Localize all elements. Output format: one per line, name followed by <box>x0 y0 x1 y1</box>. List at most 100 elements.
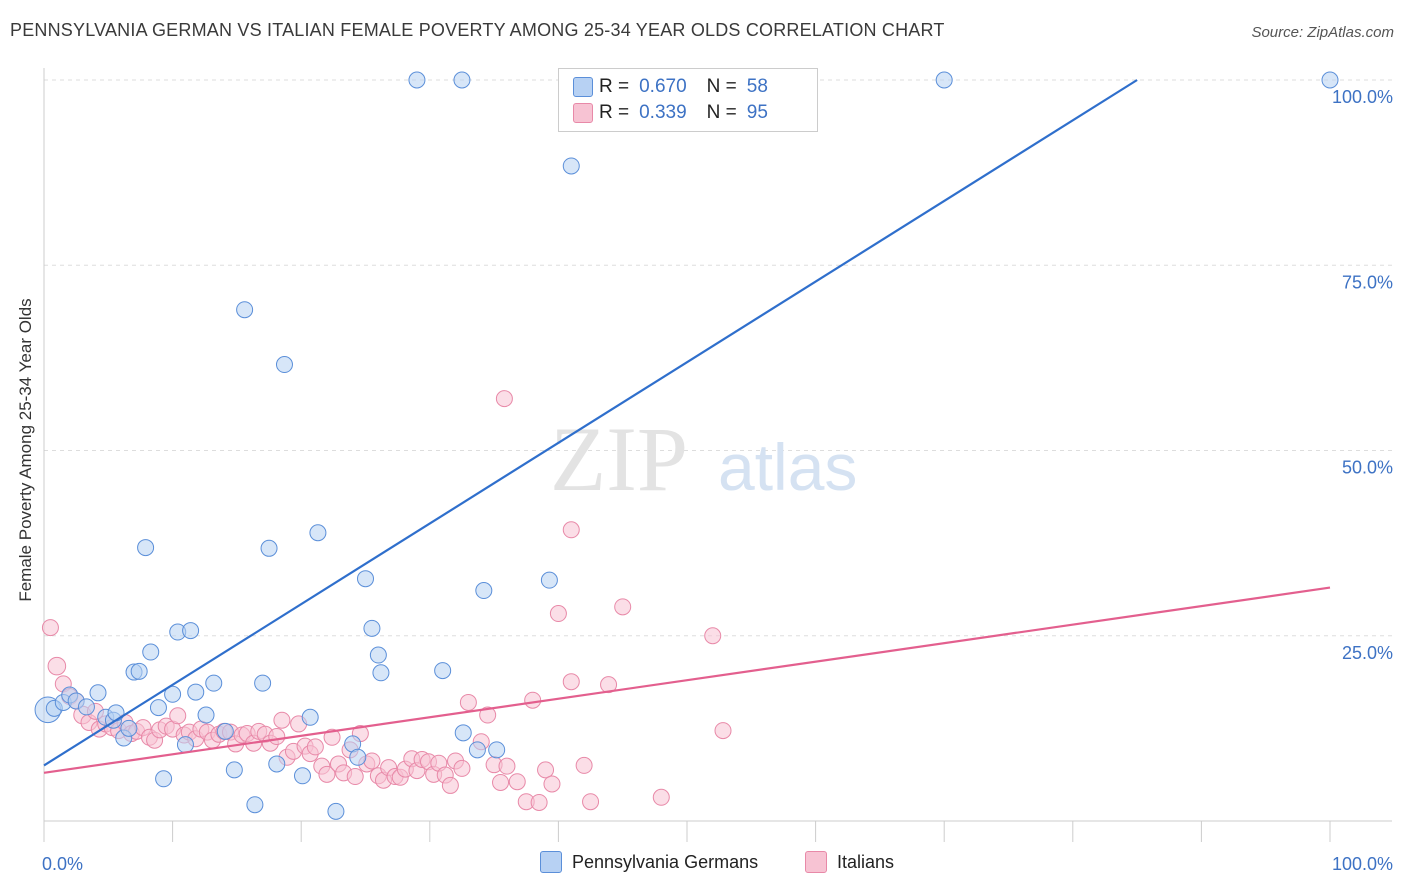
y-tick-label: 25.0% <box>1342 643 1393 663</box>
grid-layer <box>44 79 1392 637</box>
point-italians <box>530 793 548 811</box>
y-axis-label: Female Poverty Among 25-34 Year Olds <box>16 298 35 602</box>
point-pennsylvania-germans <box>197 706 215 724</box>
point-pennsylvania-germans <box>260 539 278 557</box>
point-pennsylvania-germans <box>369 646 387 664</box>
watermark-atlas: atlas <box>718 430 857 504</box>
point-italians <box>306 738 324 756</box>
point-italians <box>363 752 381 770</box>
point-italians <box>600 676 618 694</box>
point-pennsylvania-germans <box>89 684 107 702</box>
legend-n-value: 95 <box>746 102 768 123</box>
point-italians <box>453 759 471 777</box>
point-pennsylvania-germans <box>301 708 319 726</box>
bottom-legend: Pennsylvania Germans Italians <box>0 851 1406 877</box>
point-italians <box>41 619 59 637</box>
legend-r-value: 0.670 <box>639 76 687 97</box>
legend-r-label: R = <box>599 76 630 97</box>
point-italians <box>652 788 670 806</box>
legend-swatch-blue <box>573 77 593 97</box>
legend-n-label: N = <box>706 102 737 123</box>
point-pennsylvania-germans <box>349 748 367 766</box>
x-tick-label: 100.0% <box>1332 854 1393 874</box>
point-pennsylvania-germans <box>155 770 173 788</box>
point-italians <box>524 691 542 709</box>
point-italians <box>492 773 510 791</box>
point-italians <box>549 605 567 623</box>
point-pennsylvania-germans <box>149 699 167 717</box>
legend-row-pennsylvania-germans: R = 0.670 N = 58 <box>573 74 768 100</box>
point-pennsylvania-germans <box>275 356 293 374</box>
point-pennsylvania-germans <box>216 722 234 740</box>
bottom-legend-label: Pennsylvania Germans <box>572 851 759 872</box>
point-pennsylvania-germans <box>363 619 381 637</box>
point-italians <box>582 793 600 811</box>
point-italians <box>714 722 732 740</box>
point-pennsylvania-germans <box>182 622 200 640</box>
legend-r-label: R = <box>599 102 630 123</box>
point-italians <box>441 776 459 794</box>
point-italians <box>614 598 632 616</box>
point-italians <box>47 656 67 676</box>
point-italians <box>479 706 497 724</box>
x-tick-label: 0.0% <box>42 854 83 874</box>
point-pennsylvania-germans <box>309 524 327 542</box>
bottom-legend-label: Italians <box>837 851 895 872</box>
trend-layer <box>43 79 1331 774</box>
point-pennsylvania-germans <box>107 704 125 722</box>
bottom-legend-italians: Italians <box>805 851 894 873</box>
point-italians <box>562 521 580 539</box>
point-italians <box>498 757 516 775</box>
legend-n-value: 58 <box>746 76 768 97</box>
point-italians <box>346 768 364 786</box>
point-italians <box>508 773 526 791</box>
point-pennsylvania-germans <box>293 767 311 785</box>
legend-row-italians: R = 0.339 N = 95 <box>573 100 768 126</box>
legend: R = 0.670 N = 58 R = 0.339 N = 95 <box>558 68 818 132</box>
point-pennsylvania-germans <box>268 755 286 773</box>
point-pennsylvania-germans <box>453 71 471 89</box>
point-italians <box>169 707 187 725</box>
tick-labels: 25.0% 50.0% 75.0% 100.0% 0.0% 100.0% <box>42 87 1393 874</box>
watermark: ZIP atlas <box>550 408 857 510</box>
point-pennsylvania-germans <box>372 664 390 682</box>
point-pennsylvania-germans <box>120 719 138 737</box>
legend-swatch-pink <box>573 103 593 123</box>
point-pennsylvania-germans <box>562 157 580 175</box>
point-italians <box>537 761 555 779</box>
point-italians <box>575 756 593 774</box>
point-italians <box>562 673 580 691</box>
point-pennsylvania-germans <box>236 301 254 319</box>
bottom-legend-swatch-blue <box>540 851 562 873</box>
point-pennsylvania-germans <box>475 582 493 600</box>
axis-layer <box>43 68 1392 842</box>
source-label: Source: ZipAtlas.com <box>1251 24 1394 41</box>
point-pennsylvania-germans <box>205 674 223 692</box>
y-axis-label-container: Female Poverty Among 25-34 Year Olds <box>6 150 46 750</box>
chart-title: PENNSYLVANIA GERMAN VS ITALIAN FEMALE PO… <box>10 20 945 40</box>
y-tick-label: 100.0% <box>1332 87 1393 107</box>
point-pennsylvania-germans <box>130 662 148 680</box>
point-pennsylvania-germans <box>225 761 243 779</box>
point-italians <box>459 693 477 711</box>
point-pennsylvania-germans <box>540 571 558 589</box>
point-italians <box>495 390 513 408</box>
point-pennsylvania-germans <box>434 662 452 680</box>
point-pennsylvania-germans <box>327 802 345 820</box>
point-pennsylvania-germans <box>454 724 472 742</box>
trend-line-pennsylvania-germans <box>43 79 1138 767</box>
point-pennsylvania-germans <box>77 698 95 716</box>
point-pennsylvania-germans <box>137 539 155 557</box>
point-italians <box>318 765 336 783</box>
trend-line-italians <box>43 586 1331 774</box>
point-italians <box>268 728 286 746</box>
point-pennsylvania-germans <box>408 71 426 89</box>
point-pennsylvania-germans <box>164 685 182 703</box>
point-pennsylvania-germans <box>935 71 953 89</box>
point-pennsylvania-germans <box>357 570 374 588</box>
bottom-legend-pennsylvania-germans: Pennsylvania Germans <box>540 851 758 873</box>
point-pennsylvania-germans <box>254 674 272 692</box>
bottom-legend-swatch-pink <box>805 851 827 873</box>
legend-n-label: N = <box>706 76 737 97</box>
